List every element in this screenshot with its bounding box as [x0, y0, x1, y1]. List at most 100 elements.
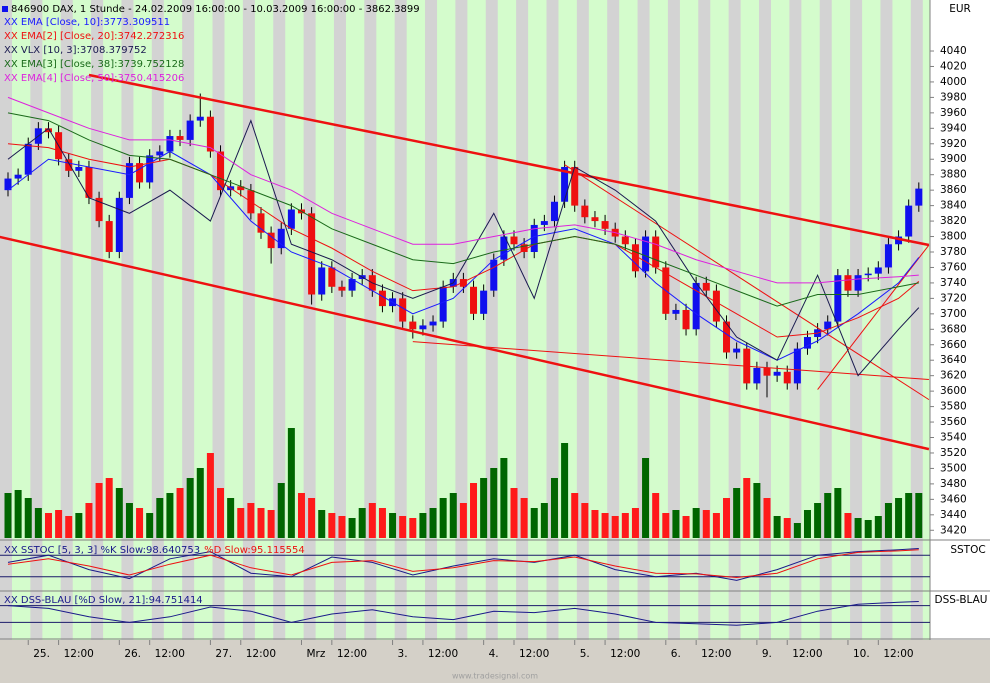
volume-bar: [591, 510, 599, 538]
y-tick-label: 3800: [940, 231, 967, 243]
candle-body: [439, 286, 447, 322]
candle-body: [490, 259, 498, 291]
candle-body: [399, 298, 407, 322]
volume-bar: [156, 498, 164, 538]
candle-body: [733, 348, 741, 353]
volume-bar: [662, 513, 670, 538]
volume-bar: [136, 508, 144, 538]
background-stripe: [698, 0, 711, 640]
volume-bar: [672, 510, 680, 538]
panel-label: SSTOC: [950, 544, 985, 556]
volume-bar: [824, 493, 832, 538]
legend-entry: XX EMA[2] [Close, 20]:3742.272316: [4, 31, 184, 42]
chart-title: 846900 DAX, 1 Stunde - 24.02.2009 16:00:…: [11, 4, 420, 15]
candle-body: [631, 244, 639, 272]
y-tick-label: 3620: [940, 370, 967, 382]
volume-bar: [652, 493, 660, 538]
candle-body: [591, 217, 599, 222]
y-tick-label: 3480: [940, 478, 967, 490]
volume-bar: [763, 498, 771, 538]
volume-bar: [308, 498, 316, 538]
volume-bar: [803, 510, 811, 538]
candle-body: [571, 166, 579, 206]
background-stripe: [667, 0, 680, 640]
x-tick-label: 12:00: [155, 648, 185, 660]
oscillator-line: [7, 548, 919, 581]
candle-body: [277, 228, 285, 249]
background-stripe: [30, 0, 43, 640]
y-tick-label: 3660: [940, 339, 967, 351]
candle-body: [257, 213, 265, 233]
oscillator-line: [7, 600, 919, 626]
candle-body: [419, 325, 427, 330]
candle-body: [338, 286, 346, 291]
candle-body: [136, 163, 144, 183]
volume-bar: [257, 508, 265, 538]
indicator-line: [7, 143, 920, 338]
indicator-line: [7, 112, 919, 307]
x-tick-label: 12:00: [428, 648, 458, 660]
candle-body: [652, 236, 660, 268]
candle-body: [783, 371, 791, 384]
volume-bar: [429, 508, 437, 538]
y-tick-label: 4020: [940, 60, 967, 72]
candle-body: [115, 197, 123, 252]
background-stripe: [91, 0, 104, 640]
candle-body: [65, 159, 73, 171]
candle-body: [864, 273, 872, 276]
y-tick-label: 3760: [940, 261, 967, 273]
background-stripe: [759, 0, 771, 640]
volume-bar: [227, 498, 235, 538]
volume-bar: [642, 458, 650, 538]
x-tick-label: 12:00: [610, 648, 640, 660]
volume-bar: [95, 483, 103, 538]
legend-entry: XX EMA [Close, 10]:3773.309511: [4, 17, 170, 28]
y-tick-label: 3720: [940, 292, 967, 304]
volume-bar: [65, 516, 73, 538]
volume-bar: [449, 493, 457, 538]
legend-entry: XX EMA[4] [Close, 50]:3750.415206: [4, 73, 184, 84]
volume-bar: [105, 478, 113, 538]
y-tick-label: 3640: [940, 354, 967, 366]
volume-bar: [4, 493, 12, 538]
candle-body: [723, 321, 731, 353]
volume-bar: [196, 468, 204, 538]
volume-bar: [267, 510, 275, 538]
volume-bar: [682, 516, 690, 538]
volume-bar: [895, 498, 903, 538]
legend-entry: XX EMA[3] [Close, 38]:3739.752128: [4, 59, 184, 70]
background-stripe: [273, 0, 286, 640]
volume-bar: [793, 523, 801, 538]
volume-bar: [915, 493, 923, 538]
candle-body: [95, 197, 103, 222]
candle-body: [550, 201, 558, 222]
candle-body: [895, 236, 903, 245]
background-stripe: [880, 0, 893, 640]
volume-bar: [115, 488, 123, 538]
candle-body: [217, 151, 225, 191]
candle-body: [176, 136, 184, 140]
candle-body: [692, 282, 700, 330]
candle-body: [429, 321, 437, 326]
y-tick-label: 3500: [940, 462, 967, 474]
volume-bar: [297, 493, 305, 538]
candle-body: [803, 337, 811, 349]
background-stripe: [576, 0, 589, 640]
candle-body: [378, 290, 386, 307]
volume-bar: [540, 503, 548, 538]
x-tick-label: 4.: [489, 648, 499, 660]
candle-body: [237, 186, 245, 191]
y-tick-label: 3880: [940, 169, 967, 181]
volume-bar: [237, 508, 245, 538]
candle-body: [146, 155, 154, 183]
legend-entry: XX VLX [10, 3]:3708.379752: [4, 45, 147, 56]
volume-bar: [368, 503, 376, 538]
x-tick-label: 6.: [671, 648, 681, 660]
y-tick-label: 3840: [940, 200, 967, 212]
background-stripe: [303, 0, 316, 640]
volume-bar: [884, 503, 892, 538]
candle-body: [156, 151, 164, 156]
candle-body: [328, 267, 336, 287]
background-stripe: [121, 0, 134, 640]
